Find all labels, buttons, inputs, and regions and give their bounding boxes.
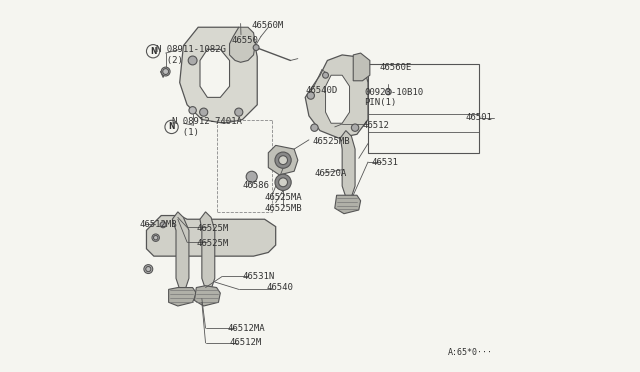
Text: 46540D: 46540D: [305, 86, 337, 94]
Polygon shape: [168, 288, 196, 306]
Text: 46520A: 46520A: [314, 169, 347, 177]
Circle shape: [311, 124, 318, 131]
Text: 46512M: 46512M: [230, 339, 262, 347]
Text: 46550: 46550: [232, 36, 259, 45]
Circle shape: [152, 234, 159, 241]
Ellipse shape: [214, 67, 223, 80]
Polygon shape: [195, 286, 220, 306]
Polygon shape: [326, 75, 349, 123]
Circle shape: [323, 72, 328, 78]
Polygon shape: [200, 212, 215, 289]
Circle shape: [188, 56, 197, 65]
Circle shape: [307, 92, 314, 99]
Circle shape: [351, 124, 359, 131]
Text: 46560M: 46560M: [252, 21, 284, 30]
FancyBboxPatch shape: [368, 64, 479, 153]
Text: N: N: [168, 122, 175, 131]
Polygon shape: [268, 145, 298, 175]
Text: N: N: [150, 47, 156, 56]
Text: 46531N: 46531N: [243, 272, 275, 281]
Polygon shape: [147, 215, 276, 256]
Polygon shape: [180, 27, 257, 123]
Text: N 08911-1082G
  (2): N 08911-1082G (2): [156, 45, 225, 65]
Ellipse shape: [333, 93, 342, 105]
Polygon shape: [353, 53, 370, 81]
Circle shape: [200, 108, 208, 116]
Circle shape: [278, 156, 287, 164]
Text: 46512: 46512: [362, 121, 389, 129]
Circle shape: [235, 108, 243, 116]
Text: A:65*0···: A:65*0···: [447, 349, 492, 357]
Circle shape: [161, 67, 170, 76]
Polygon shape: [200, 49, 230, 97]
Text: 46525MA: 46525MA: [264, 193, 302, 202]
Text: 46512MA: 46512MA: [228, 324, 266, 333]
Circle shape: [246, 171, 257, 182]
Circle shape: [275, 174, 291, 190]
Text: 46560E: 46560E: [379, 63, 412, 72]
Text: N 08912-7401A
  (1): N 08912-7401A (1): [172, 117, 242, 137]
Circle shape: [275, 152, 291, 168]
Polygon shape: [230, 27, 255, 62]
Circle shape: [278, 178, 287, 187]
Circle shape: [385, 89, 391, 95]
Circle shape: [189, 107, 196, 114]
Text: 46525MB: 46525MB: [312, 137, 350, 146]
Polygon shape: [305, 55, 368, 138]
Polygon shape: [335, 195, 360, 214]
Text: 46525M: 46525M: [196, 239, 228, 248]
Text: 46540: 46540: [266, 283, 293, 292]
Circle shape: [253, 45, 259, 51]
Text: 00923-10B10
PIN(1): 00923-10B10 PIN(1): [364, 88, 424, 107]
Circle shape: [160, 222, 166, 228]
Text: 46531: 46531: [372, 157, 399, 167]
Text: 46512MB: 46512MB: [139, 220, 177, 229]
Circle shape: [144, 264, 153, 273]
Text: 46525MB: 46525MB: [264, 203, 302, 213]
Text: 46501: 46501: [466, 113, 493, 122]
Polygon shape: [340, 131, 355, 197]
Text: 46586: 46586: [243, 182, 269, 190]
Polygon shape: [172, 212, 189, 289]
Text: 46525M: 46525M: [196, 224, 228, 233]
